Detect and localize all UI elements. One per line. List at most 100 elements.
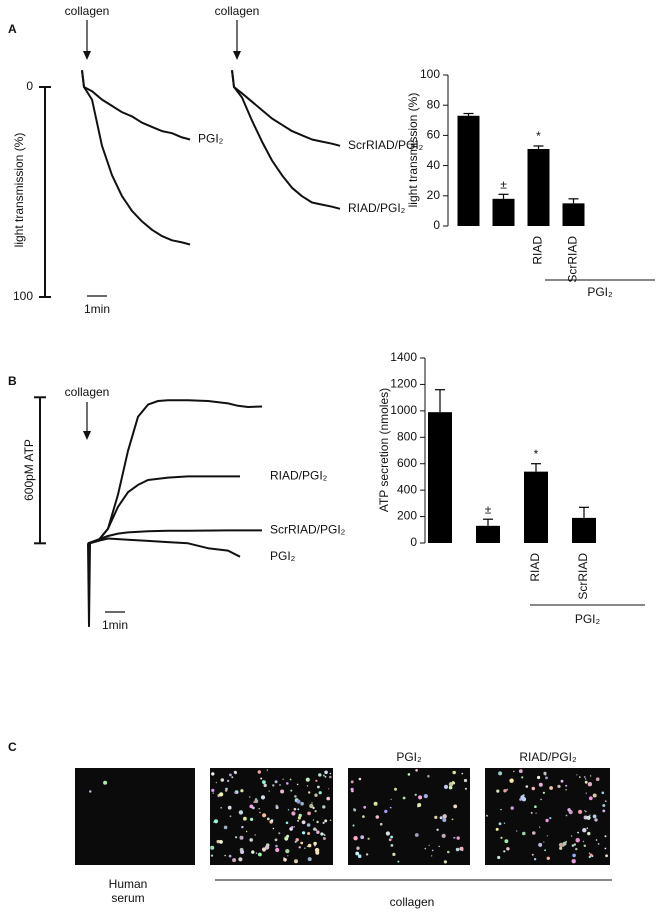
- speckle: [518, 769, 523, 773]
- speckle: [228, 854, 232, 858]
- speckle: [497, 855, 501, 860]
- speckle: [463, 778, 468, 783]
- speckle: [573, 843, 577, 846]
- speckle: [570, 835, 573, 837]
- speckle: [390, 835, 393, 839]
- series-label: RIAD/PGI₂: [270, 469, 328, 483]
- speckle: [235, 836, 238, 839]
- speckle: [558, 785, 561, 788]
- speckle: [216, 839, 220, 844]
- speckle: [522, 831, 526, 836]
- image-label: RIAD/PGI₂: [519, 750, 577, 764]
- y-tick-label: 600: [397, 456, 417, 470]
- speckle: [356, 846, 360, 850]
- annotation: collagen: [215, 4, 260, 18]
- speckle: [250, 817, 254, 822]
- speckle: [316, 830, 320, 834]
- speckle: [560, 779, 564, 783]
- speckle: [300, 841, 304, 845]
- speckle: [213, 821, 215, 823]
- speckle: [587, 817, 590, 819]
- x-tick-label: ScrRIAD: [566, 236, 580, 283]
- series-label: PGI₂: [270, 549, 296, 563]
- speckle: [314, 810, 317, 813]
- speckle: [443, 860, 447, 864]
- speckle: [223, 825, 228, 830]
- speckle: [260, 777, 263, 780]
- speckle: [282, 778, 284, 780]
- speckle: [594, 818, 598, 822]
- speckle: [212, 792, 214, 794]
- speckle: [500, 836, 503, 839]
- speckle: [452, 770, 457, 775]
- speckle: [592, 814, 597, 819]
- speckle: [602, 804, 606, 807]
- micrograph: [210, 768, 333, 865]
- speckle: [215, 781, 218, 784]
- speckle: [352, 824, 355, 827]
- x-scale-label: 1min: [84, 302, 110, 316]
- speckle: [309, 803, 314, 809]
- x-scale-label: 1min: [102, 618, 128, 632]
- y-tick-label: 40: [427, 158, 441, 172]
- speckle: [503, 822, 506, 824]
- speckle: [238, 857, 243, 862]
- speckle: [286, 782, 289, 785]
- speckle: [519, 798, 522, 801]
- speckle: [417, 805, 419, 808]
- speckle: [498, 771, 503, 776]
- x-tick-label: RIAD: [528, 553, 542, 582]
- speckle: [495, 827, 499, 831]
- speckle: [318, 791, 322, 795]
- y-tick-label: 0: [410, 535, 417, 549]
- speckle: [304, 847, 306, 849]
- speckle: [407, 773, 411, 776]
- speckle: [300, 801, 304, 806]
- speckle: [415, 769, 418, 772]
- y-tick-label: 400: [397, 482, 417, 496]
- speckle: [329, 775, 332, 779]
- y-tick-label: 0: [26, 79, 33, 93]
- speckle: [589, 814, 591, 817]
- speckle: [272, 827, 275, 830]
- speckle: [531, 786, 535, 791]
- speckle: [278, 832, 281, 835]
- speckle: [272, 784, 275, 787]
- speckle: [322, 837, 326, 840]
- y-tick-label: 0: [433, 218, 440, 232]
- speckle: [456, 836, 460, 840]
- speckle: [565, 840, 568, 843]
- y-tick-label: 60: [427, 128, 441, 142]
- speckle: [226, 779, 230, 783]
- speckle: [307, 811, 311, 816]
- speckle: [322, 821, 325, 825]
- y-axis-label: ATP secretion (nmoles): [377, 388, 391, 512]
- speckle: [604, 847, 607, 850]
- trace: [87, 529, 262, 545]
- speckle: [306, 823, 311, 827]
- speckle: [295, 838, 299, 842]
- speckle: [572, 853, 576, 858]
- speckle: [290, 826, 294, 829]
- speckle: [375, 815, 380, 819]
- series-label: RIAD/PGI₂: [348, 201, 406, 215]
- speckle: [571, 859, 576, 864]
- speckle: [538, 842, 543, 847]
- speckle: [296, 783, 299, 786]
- speckle: [418, 795, 423, 800]
- trace: [81, 70, 191, 141]
- speckle: [571, 844, 575, 847]
- speckle: [294, 840, 297, 843]
- speckle: [311, 802, 313, 804]
- speckle: [384, 809, 388, 814]
- speckle: [424, 847, 427, 850]
- speckle: [285, 839, 287, 841]
- speckle: [539, 826, 541, 828]
- speckle: [210, 845, 215, 850]
- speckle: [307, 843, 312, 848]
- speckle: [274, 838, 278, 842]
- speckle: [392, 852, 396, 857]
- bar: [524, 471, 548, 543]
- bar-annotation: *: [536, 129, 541, 143]
- y-axis-label: light transmission (%): [12, 133, 26, 248]
